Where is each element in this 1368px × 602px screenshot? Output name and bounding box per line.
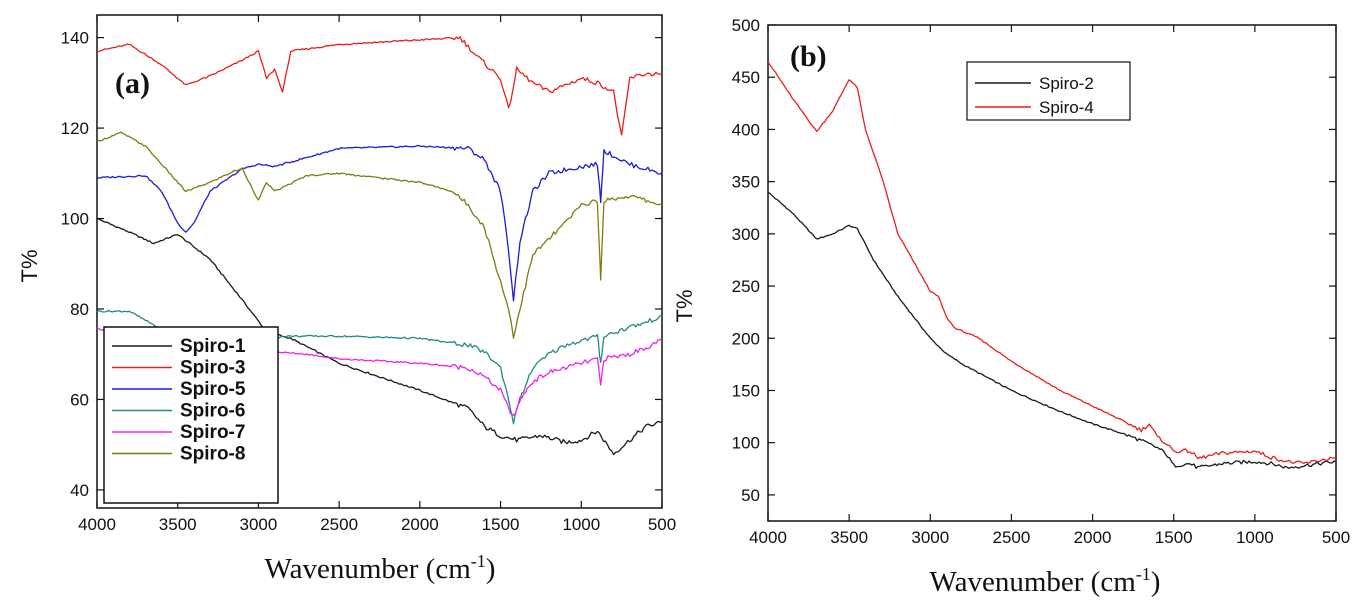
series-line-spiro-1	[97, 218, 662, 456]
x-tick-label: 3500	[159, 515, 197, 534]
legend-label-spiro-8: Spiro-8	[180, 444, 245, 465]
y-tick-label: 80	[70, 300, 89, 319]
x-tick-label: 1000	[562, 515, 600, 534]
legend-label-spiro-7: Spiro-7	[180, 422, 245, 443]
x-tick-label: 4000	[78, 515, 116, 534]
y-tick-label: 300	[732, 225, 760, 244]
y-tick-label: 40	[70, 481, 89, 500]
series-line-spiro-2	[767, 191, 1337, 469]
y-tick-label: 100	[732, 434, 760, 453]
panel-b-x-axis-title: Wavenumber (cm-1)	[930, 564, 1161, 598]
x-tick-label: 4000	[749, 528, 787, 547]
panel-b-x-axis: 4000 3500 3000 2500 2000 1500 1000 500	[749, 25, 1350, 547]
x-tick-label: 3000	[240, 515, 278, 534]
x-tick-label: 3000	[911, 528, 949, 547]
panel-b-legend: Spiro-2 Spiro-4	[966, 61, 1131, 121]
x-tick-label: 2000	[1074, 528, 1112, 547]
y-tick-label: 500	[732, 16, 760, 35]
series-line-spiro-3	[96, 36, 663, 136]
panel-a-plot-frame	[96, 14, 663, 509]
panel-a-label: (a)	[115, 67, 150, 100]
x-tick-label: 2500	[993, 528, 1031, 547]
legend-label-spiro-5: Spiro-5	[180, 379, 246, 400]
x-tick-label: 1500	[482, 515, 520, 534]
x-tick-label: 500	[648, 515, 676, 534]
y-tick-label: 250	[732, 277, 760, 296]
legend-label-spiro-1: Spiro-1	[180, 336, 246, 357]
y-tick-label: 150	[732, 381, 760, 400]
series-line-spiro-4	[767, 61, 1337, 465]
panel-b-plot-frame	[767, 24, 1337, 522]
y-tick-label: 60	[70, 390, 89, 409]
panel-a: 4000 3500 3000 2500 2000 1500 1000 500 40 60 80 10…	[17, 14, 676, 585]
y-tick-label: 120	[61, 119, 89, 138]
panel-b-y-axis-title: T%	[672, 290, 697, 323]
x-tick-label: 1500	[1155, 528, 1193, 547]
x-tick-label: 3500	[830, 528, 868, 547]
y-tick-label: 400	[732, 120, 760, 139]
panel-b-label: (b)	[790, 40, 827, 73]
legend-label-spiro-3: Spiro-3	[180, 358, 245, 379]
y-tick-label: 450	[732, 68, 760, 87]
panel-b-series-group	[767, 61, 1337, 469]
panel-a-legend-box	[103, 326, 279, 504]
legend-label-spiro-6: Spiro-6	[180, 401, 245, 422]
legend-label-spiro-4: Spiro-4	[1039, 98, 1094, 117]
y-tick-label: 200	[732, 329, 760, 348]
panel-b-y-axis: 50 100 150 200 250 300 350 400 450 500	[732, 16, 1336, 505]
y-tick-label: 350	[732, 173, 760, 192]
panel-a-legend: Spiro-1Spiro-3Spiro-5Spiro-6Spiro-7Spiro…	[103, 326, 279, 504]
panel-b-legend-box	[966, 61, 1131, 121]
series-line-spiro-8	[96, 131, 663, 339]
x-tick-label: 500	[1322, 528, 1350, 547]
y-tick-label: 140	[61, 29, 89, 48]
x-tick-label: 2000	[401, 515, 439, 534]
y-tick-label: 100	[61, 210, 89, 229]
panel-a-x-axis: 4000 3500 3000 2500 2000 1500 1000 500	[78, 15, 676, 534]
panel-a-x-axis-title: Wavenumber (cm-1)	[265, 551, 496, 585]
series-line-spiro-5	[96, 144, 663, 302]
legend-label-spiro-2: Spiro-2	[1039, 74, 1094, 93]
panel-b: 4000 3500 3000 2500 2000 1500 1000 500 50 100 150…	[672, 16, 1350, 598]
x-tick-label: 1000	[1236, 528, 1274, 547]
panel-a-y-axis: 40 60 80 100 120 140	[61, 29, 662, 500]
panel-a-y-axis-title: T%	[17, 250, 42, 283]
x-tick-label: 2500	[320, 515, 358, 534]
y-tick-label: 50	[741, 486, 760, 505]
